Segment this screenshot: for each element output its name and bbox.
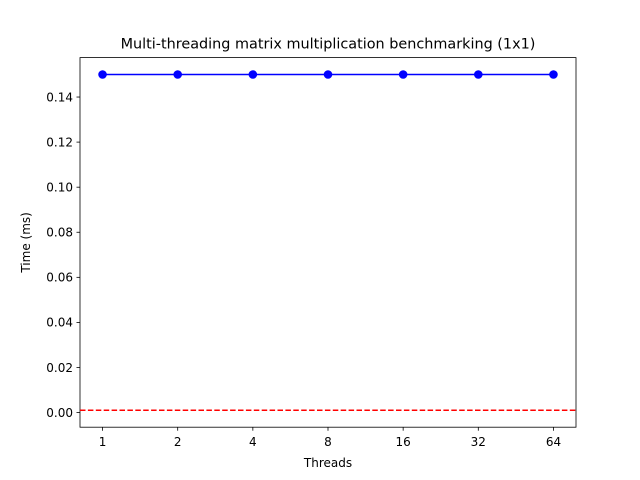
plot-area-frame	[79, 57, 577, 428]
y-tick-label: 0.10	[46, 180, 73, 194]
y-tick-label: 0.14	[46, 90, 73, 104]
x-tick-label: 1	[99, 435, 107, 449]
x-tick-label: 2	[174, 435, 182, 449]
x-tick-label: 32	[471, 435, 486, 449]
y-tick-label: 0.00	[46, 406, 73, 420]
y-tick-label: 0.06	[46, 271, 73, 285]
x-axis: 1 2 4 8 16 32 64	[99, 427, 561, 449]
y-tick-label: 0.08	[46, 226, 73, 240]
data-point	[248, 70, 258, 79]
y-tick-label: 0.04	[46, 316, 73, 330]
x-tick-label: 4	[249, 435, 257, 449]
data-point	[549, 70, 558, 79]
x-axis-label: Threads	[303, 456, 352, 470]
x-tick-label: 64	[546, 435, 561, 449]
chart-title: Multi-threading matrix multiplication be…	[121, 37, 536, 53]
data-point	[173, 70, 182, 79]
y-axis: 0.00 0.02 0.04 0.06 0.08 0.10 0.12 0.14	[46, 90, 80, 420]
data-point	[98, 70, 107, 79]
y-tick-label: 0.12	[46, 135, 73, 149]
x-tick-label: 8	[324, 435, 332, 449]
y-axis-label: Time (ms)	[19, 212, 33, 274]
series-points	[98, 70, 558, 79]
x-tick-label: 16	[396, 435, 411, 449]
data-point	[323, 70, 333, 79]
y-tick-label: 0.02	[46, 361, 73, 375]
data-point	[398, 70, 408, 79]
data-point	[474, 70, 483, 79]
